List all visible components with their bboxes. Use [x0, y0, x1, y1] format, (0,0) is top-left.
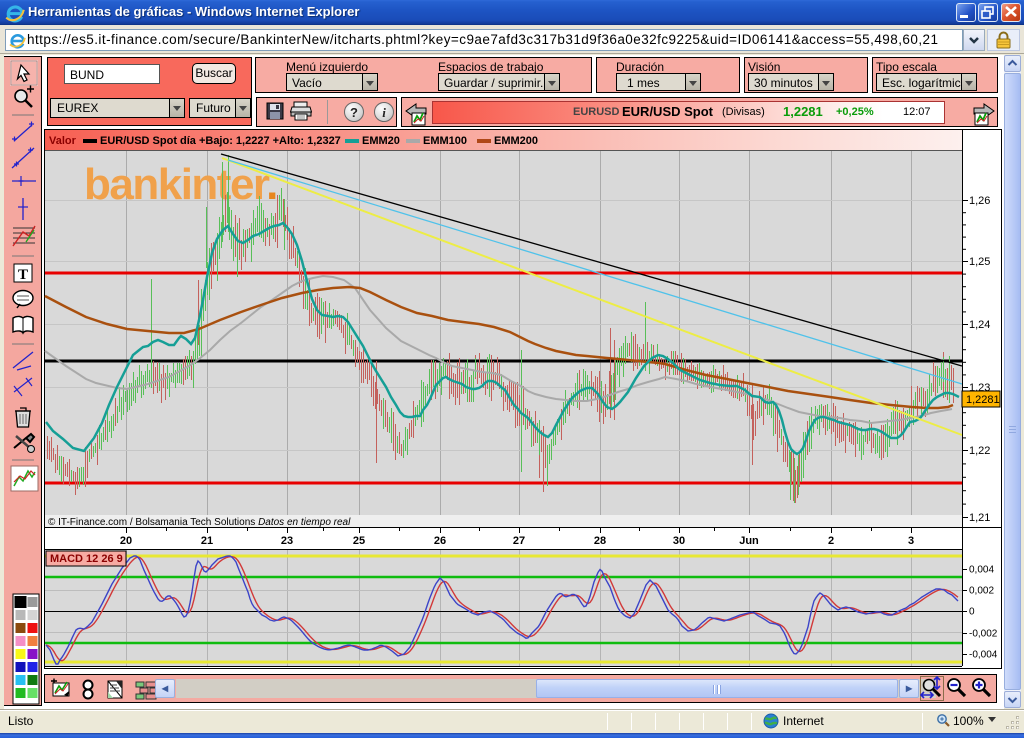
svg-text:1,22: 1,22 [969, 445, 990, 457]
svg-text:2: 2 [828, 535, 834, 547]
svg-text:3: 3 [908, 535, 914, 547]
svg-text:21: 21 [201, 535, 213, 547]
svg-text:bankinter.: bankinter. [84, 160, 277, 209]
svg-text:27: 27 [513, 535, 525, 547]
svg-text:30: 30 [673, 535, 685, 547]
svg-text:-0,004: -0,004 [969, 650, 998, 661]
svg-text:0,002: 0,002 [969, 586, 994, 597]
svg-text:23: 23 [281, 535, 293, 547]
svg-text:Jun: Jun [739, 535, 759, 547]
svg-text:0: 0 [969, 607, 975, 618]
svg-text:0,004: 0,004 [969, 565, 994, 576]
svg-text:T: T [18, 267, 28, 283]
svg-text:26: 26 [434, 535, 446, 547]
svg-text:1,25: 1,25 [969, 256, 990, 268]
svg-text:© IT-Finance.com / Bolsamania: © IT-Finance.com / Bolsamania Tech Solut… [48, 517, 351, 528]
svg-text:-0,002: -0,002 [969, 629, 998, 640]
svg-text:28: 28 [594, 535, 606, 547]
svg-text:1,2281: 1,2281 [966, 394, 1000, 406]
svg-text:MACD 12 26 9: MACD 12 26 9 [50, 553, 123, 565]
svg-text:1,24: 1,24 [969, 319, 990, 331]
svg-text:1,21: 1,21 [969, 512, 990, 524]
svg-text:1,26: 1,26 [969, 195, 990, 207]
svg-text:25: 25 [353, 535, 365, 547]
svg-text:20: 20 [120, 535, 132, 547]
